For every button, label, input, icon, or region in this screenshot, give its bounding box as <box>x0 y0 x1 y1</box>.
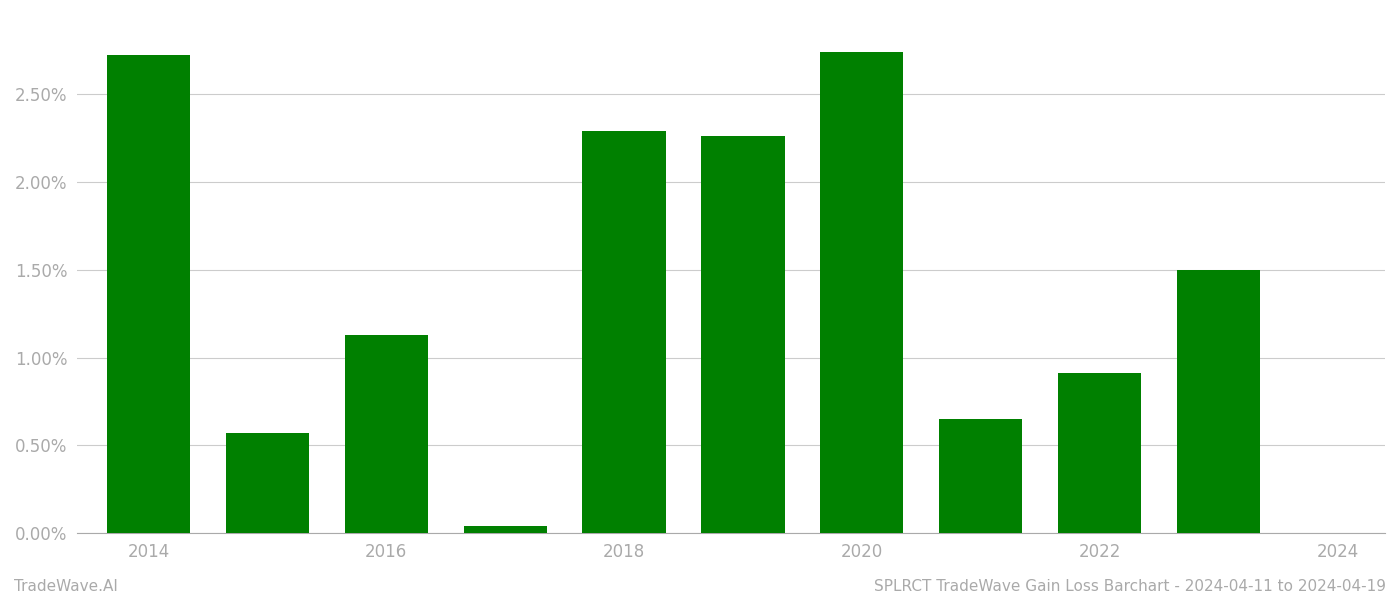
Bar <box>701 136 784 533</box>
Bar <box>225 433 309 533</box>
Bar <box>939 419 1022 533</box>
Bar <box>344 335 428 533</box>
Text: SPLRCT TradeWave Gain Loss Barchart - 2024-04-11 to 2024-04-19: SPLRCT TradeWave Gain Loss Barchart - 20… <box>874 579 1386 594</box>
Bar <box>820 52 903 533</box>
Bar <box>106 55 190 533</box>
Bar <box>1177 270 1260 533</box>
Text: TradeWave.AI: TradeWave.AI <box>14 579 118 594</box>
Bar <box>463 526 547 533</box>
Bar <box>1058 373 1141 533</box>
Bar <box>582 131 666 533</box>
